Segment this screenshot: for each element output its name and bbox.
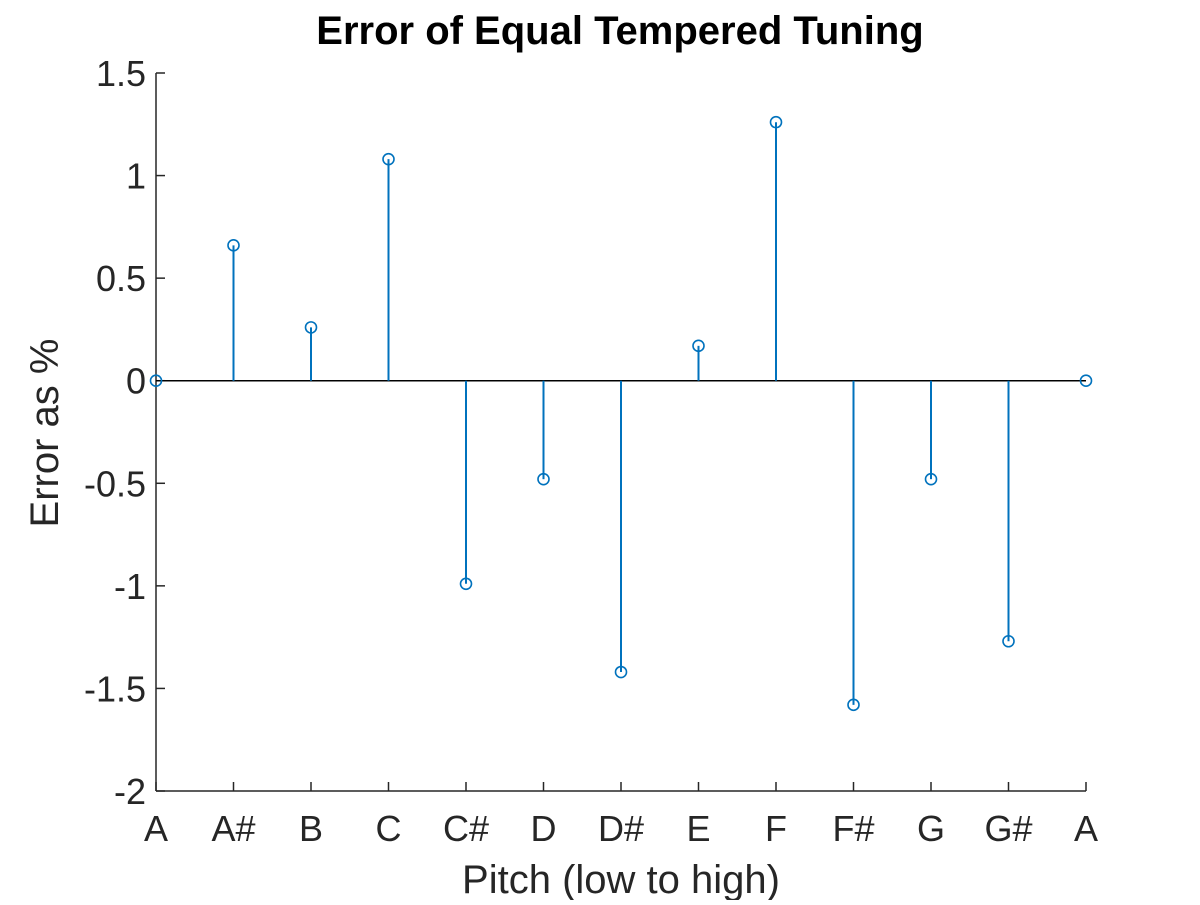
x-tick-label: C — [376, 808, 402, 849]
x-tick-label: A — [1074, 808, 1098, 849]
y-tick-label: -2 — [114, 771, 146, 812]
x-tick-label: B — [299, 808, 323, 849]
x-tick-label: G# — [984, 808, 1032, 849]
y-tick-label: -0.5 — [84, 463, 146, 504]
x-tick-label: A# — [211, 808, 255, 849]
x-tick-label: F — [765, 808, 787, 849]
y-axis-label: Error as % — [23, 339, 67, 528]
chart-title: Error of Equal Tempered Tuning — [316, 9, 923, 53]
stem-marker — [149, 374, 163, 388]
x-tick-label: G — [917, 808, 945, 849]
stem-series — [149, 115, 1093, 712]
x-tick-label: E — [686, 808, 710, 849]
stem-marker — [227, 239, 240, 252]
stem-marker — [537, 472, 550, 486]
stem-marker — [1002, 634, 1015, 648]
stem-marker — [1079, 374, 1093, 388]
y-tick-label: 1.5 — [96, 53, 146, 94]
x-axis-label: Pitch (low to high) — [462, 858, 780, 900]
y-tick-label: -1.5 — [84, 668, 146, 709]
y-tick-label: 0 — [126, 361, 146, 402]
axes: -2 -1.5 -1 -0.5 0 0.5 1 1.5 A A# B C C# D D# E F F# G G# A — [84, 53, 1098, 849]
y-tick-label: 1 — [126, 156, 146, 197]
x-tick-label: D — [531, 808, 557, 849]
x-tick-label: C# — [443, 808, 489, 849]
y-tick-label: 0.5 — [96, 258, 146, 299]
stem-marker — [847, 698, 860, 712]
stem-marker — [614, 665, 628, 679]
x-tick-label: F# — [832, 808, 874, 849]
y-tick-label: -1 — [114, 566, 146, 607]
stem-marker — [382, 152, 395, 166]
stem-marker — [459, 577, 473, 591]
stem-marker — [304, 321, 318, 334]
x-tick-label: D# — [598, 808, 644, 849]
x-tick-label: A — [144, 808, 168, 849]
stem-marker — [692, 339, 705, 353]
stem-marker — [769, 115, 783, 129]
stem-marker — [924, 472, 938, 486]
